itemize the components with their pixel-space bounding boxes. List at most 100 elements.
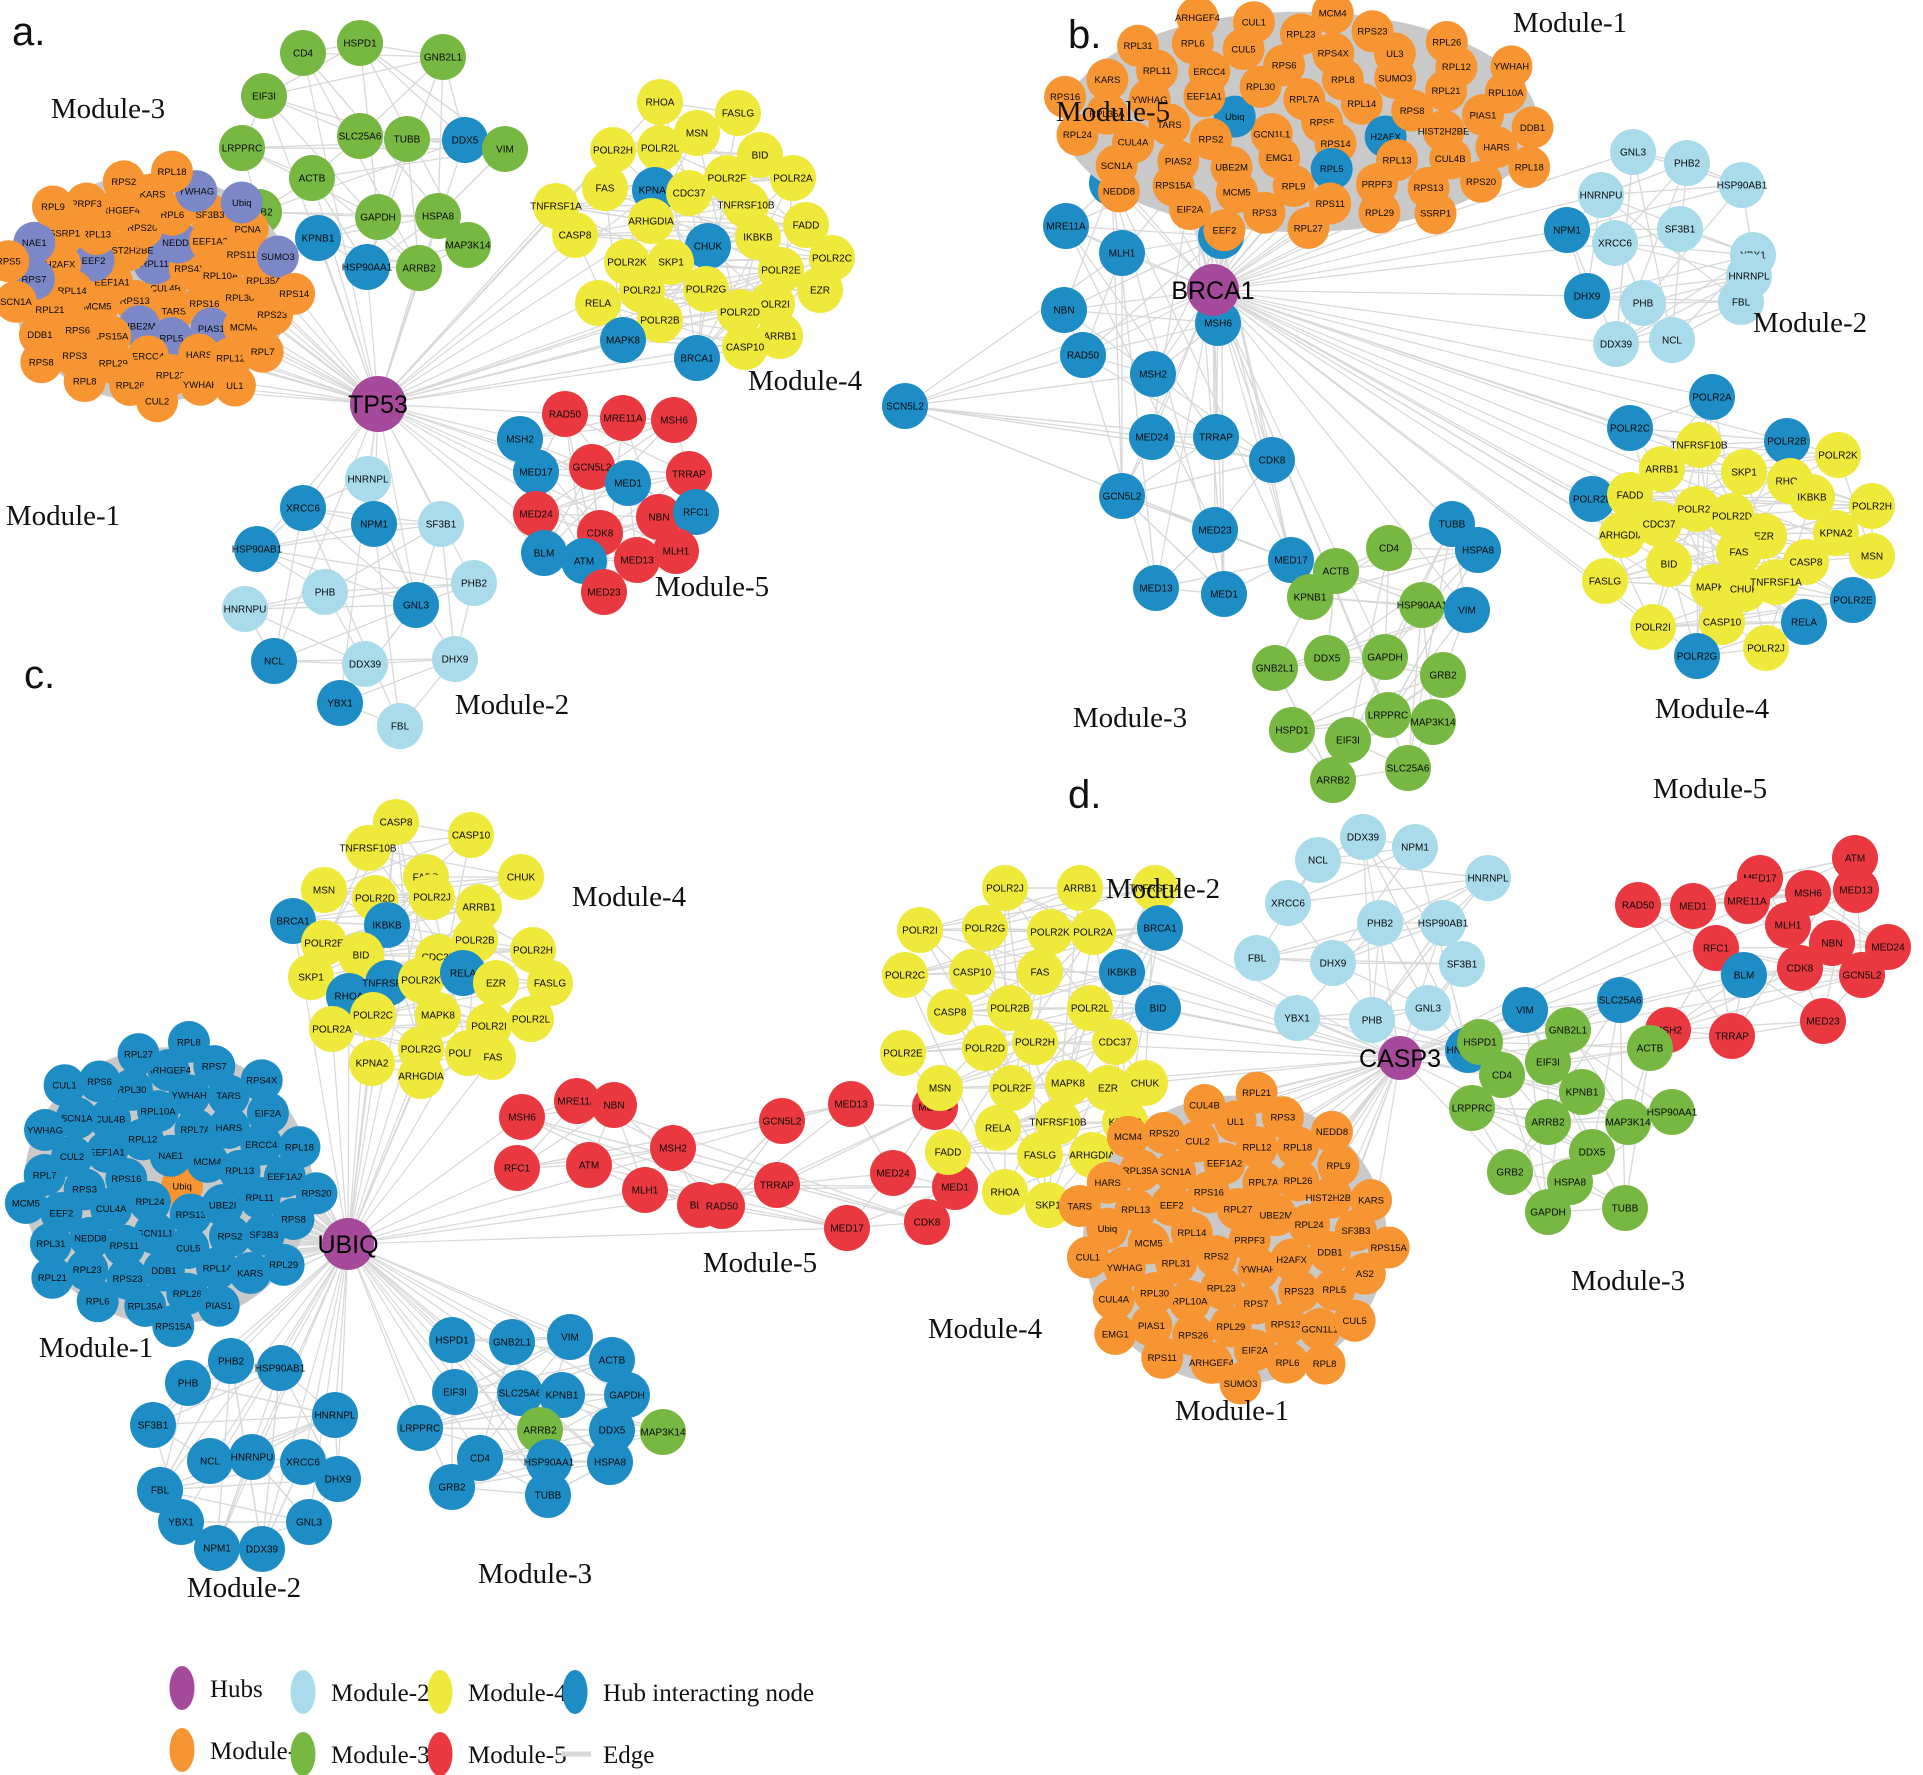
node-ddx39 — [239, 1526, 285, 1572]
node-slc25a6 — [497, 1370, 543, 1416]
node-label: MRE11A — [603, 414, 643, 425]
node-mre11a — [554, 1078, 600, 1124]
node-casp10 — [448, 812, 494, 858]
edge — [1600, 184, 1743, 196]
node-label: RPL18 — [157, 167, 186, 178]
node-label: POLR2G — [1677, 652, 1718, 663]
node-label: NEDD8 — [1316, 1127, 1348, 1138]
node-label: ERCC4 — [1193, 67, 1225, 78]
legend-swatch-hub-interacting-node — [562, 1670, 588, 1714]
node-label: POLR2D — [720, 308, 760, 319]
edge — [419, 1336, 571, 1429]
node-label: CUL5 — [1343, 1316, 1367, 1327]
node-label: YWHAH — [1241, 1264, 1277, 1275]
node-rps20 — [295, 1172, 338, 1215]
edge — [1212, 289, 1698, 510]
edge — [1256, 1057, 1401, 1094]
node-label: RPS16 — [111, 1174, 141, 1185]
edge — [256, 523, 442, 550]
node-label: UL1 — [226, 381, 243, 392]
node-rad50 — [1615, 882, 1661, 928]
node-polr2d — [962, 1025, 1008, 1071]
node-xrcc6 — [280, 1439, 326, 1485]
node-label: FASLG — [1589, 577, 1621, 588]
node-label: BID — [752, 151, 769, 162]
node-label: POLR2E — [761, 266, 801, 277]
node-rps2 — [102, 160, 145, 203]
node-label: SUMO3 — [261, 252, 295, 263]
node-msn — [301, 867, 347, 913]
node-eif3i — [432, 1369, 478, 1415]
module-label-d-module-1: Module-1 — [1175, 1395, 1289, 1427]
node-gnb2l1 — [489, 1319, 535, 1365]
node-hspd1 — [337, 20, 383, 66]
node-ezr — [1085, 1065, 1131, 1111]
node-label: KPNB1 — [1294, 593, 1327, 604]
edge — [187, 1382, 336, 1416]
node-cdc37 — [1092, 1019, 1138, 1065]
edge — [904, 405, 1153, 438]
node-label: RPS23 — [113, 1274, 143, 1285]
node-label: RPL18 — [1515, 162, 1544, 173]
node-label: CDC37 — [422, 953, 455, 964]
node-hnrnpl — [345, 456, 391, 502]
node-mcm5 — [4, 1182, 47, 1225]
edge — [256, 548, 475, 584]
node-hsp90ab1 — [234, 526, 280, 572]
node-label: RPS8 — [1400, 106, 1425, 117]
node-nbn — [1809, 920, 1855, 966]
edge — [1152, 235, 1222, 375]
node-rpl8 — [1303, 1342, 1346, 1385]
node-rps6 — [78, 1060, 121, 1103]
node-label: MSN — [313, 886, 335, 897]
node-label: CUL2 — [145, 397, 169, 408]
node-label: KARS — [237, 1268, 263, 1279]
module-label-d-module-2: Module-2 — [1106, 873, 1220, 905]
node-label: GCN5L2 — [1843, 971, 1882, 982]
edge — [347, 1120, 783, 1245]
hub-label: TP53 — [348, 391, 408, 419]
node-rpl29 — [1358, 191, 1401, 234]
node-rad50 — [542, 391, 588, 437]
node-label: EEF1A1 — [1187, 92, 1222, 103]
edge — [230, 1243, 349, 1362]
node-label: PIAS2 — [1165, 157, 1192, 168]
node-sumo3 — [1219, 1362, 1262, 1405]
node-label: YWHAH — [172, 1091, 208, 1102]
node-label: MED17 — [519, 468, 553, 479]
node-label: TUBB — [1612, 1204, 1639, 1215]
node-label: NEDD8 — [1103, 187, 1135, 198]
node-polr2k — [1027, 909, 1073, 955]
edge — [1212, 289, 1617, 345]
node-ywhah — [1490, 45, 1533, 88]
node-polr2a — [309, 1006, 355, 1052]
edge — [377, 403, 537, 473]
node-fas — [1716, 529, 1762, 575]
node-label: ARRB1 — [1063, 884, 1097, 895]
node-label: RPL7 — [251, 347, 275, 358]
node-label: VIM — [1516, 1006, 1534, 1017]
node-label: EEF1A1 — [89, 1147, 124, 1158]
node-label: NBN — [603, 1101, 624, 1112]
node-label: MED13 — [1839, 886, 1873, 897]
node-label: BID — [1150, 1004, 1167, 1015]
edge — [904, 354, 1084, 407]
node-faslg — [715, 90, 761, 136]
node-polr2h — [590, 127, 636, 173]
node-label: TARS — [1157, 120, 1182, 131]
node-eef2 — [1203, 209, 1246, 252]
node-label: RPL7A — [180, 1125, 211, 1136]
node-label: RPS23 — [1357, 27, 1387, 38]
node-hsp90aa1 — [344, 244, 390, 290]
node-mapk8 — [1045, 1060, 1091, 1106]
node-label: RPL10A — [1172, 1296, 1208, 1307]
node-label: MSH2 — [1139, 370, 1167, 381]
node-label: RPS7 — [22, 274, 47, 285]
node-vim — [547, 1314, 593, 1360]
node-label: CD4 — [293, 49, 313, 60]
node-arhgdia — [1599, 512, 1645, 558]
node-casp8 — [552, 212, 598, 258]
edge — [377, 403, 601, 534]
edge — [377, 189, 656, 405]
node-label: MED13 — [1139, 584, 1173, 595]
